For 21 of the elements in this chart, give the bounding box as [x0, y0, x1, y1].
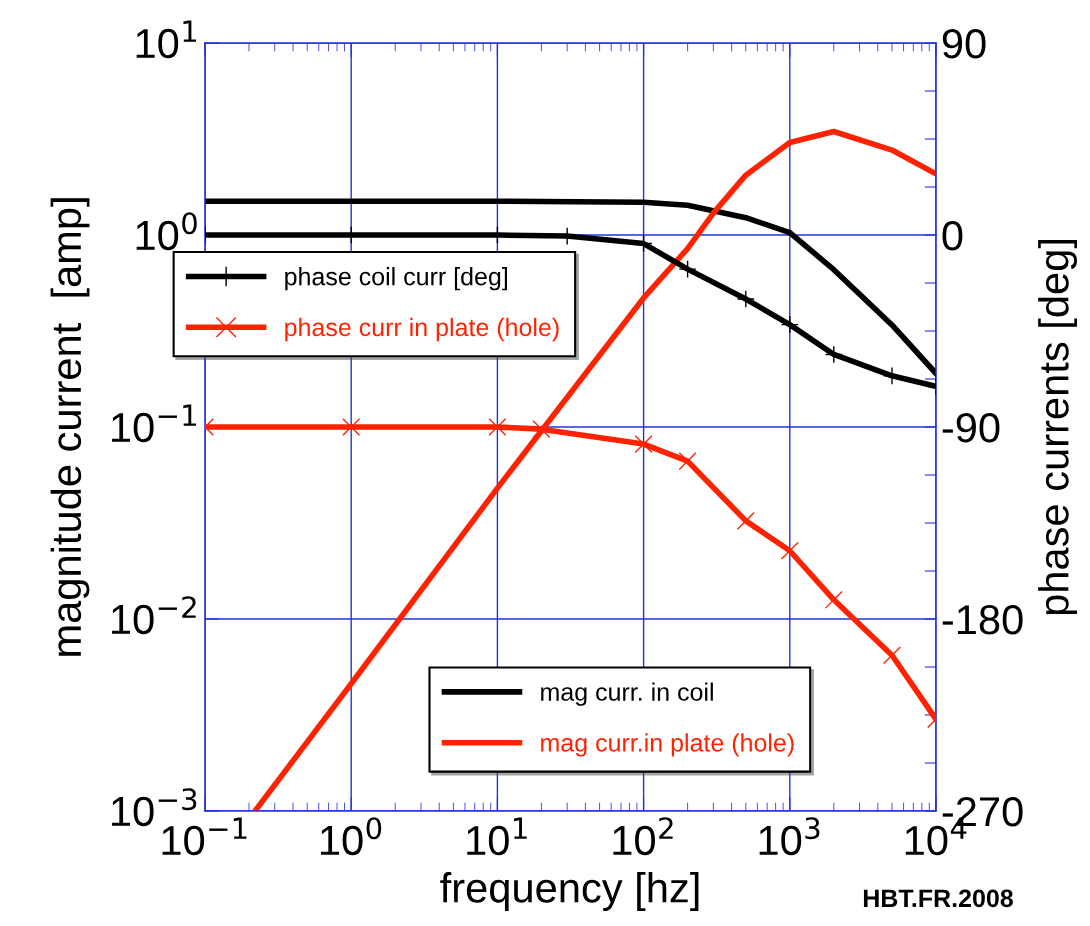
legend-label: phase coil curr [deg]: [285, 267, 507, 291]
y-tick-label: 10$^{0}$: [136, 212, 197, 251]
x-tick-label: 10$^{3}$: [759, 817, 820, 856]
legend-label: mag curr. in coil: [541, 682, 713, 706]
x-tick-label: 10$^{0}$: [321, 817, 382, 856]
y2-tick-label: -180: [942, 605, 1023, 635]
y2-tick-label: -90: [942, 413, 1000, 443]
y2-axis-title: phase currents [deg]: [1038, 240, 1077, 615]
y-axis-title: magnitude current [amp]: [50, 198, 90, 656]
y-tick-label: 10$^{−2}$: [112, 596, 196, 635]
text: HBT.FR.2008: [863, 889, 1013, 908]
legend-label: mag curr.in plate (hole): [541, 733, 794, 757]
y2-tick-label: 0: [942, 221, 963, 251]
y2-tick-label: 90: [942, 29, 986, 59]
x-tick-label: 10$^{1}$: [467, 817, 527, 856]
legend-label: phase curr in plate (hole): [285, 317, 559, 342]
x-axis-title: frequency [hz]: [440, 872, 699, 911]
y-tick-label: 10$^{1}$: [136, 20, 197, 59]
x-tick-label: 10$^{2}$: [613, 817, 673, 856]
y-tick-label: 10$^{−1}$: [112, 404, 196, 443]
x-tick-label: 10$^{−1}$: [162, 817, 247, 856]
